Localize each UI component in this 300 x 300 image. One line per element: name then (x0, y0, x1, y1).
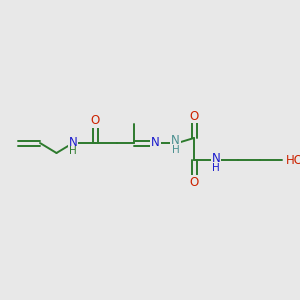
Text: O: O (189, 176, 199, 188)
Text: N: N (151, 136, 160, 149)
Text: H: H (172, 145, 179, 155)
Text: N: N (69, 136, 77, 148)
Text: H: H (212, 163, 220, 173)
Text: H: H (69, 146, 77, 156)
Text: O: O (90, 115, 100, 128)
Text: O: O (189, 110, 199, 122)
Text: HO: HO (286, 154, 300, 166)
Text: N: N (171, 134, 180, 148)
Text: N: N (212, 152, 220, 166)
